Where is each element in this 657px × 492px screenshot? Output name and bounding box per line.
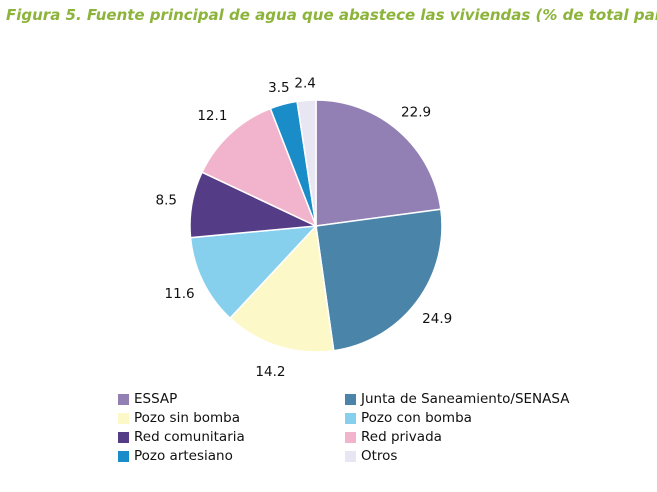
data-label-4: 8.5 [156,193,177,209]
legend-swatch [118,431,129,443]
data-label-1: 24.9 [422,311,452,327]
legend-item: ESSAP [118,391,177,407]
legend-swatch [345,431,356,443]
pie-slice-0 [315,99,442,227]
legend-swatch [345,393,356,405]
legend-item: Pozo con bomba [345,410,472,426]
data-label-5: 12.1 [197,108,227,124]
legend-item: Red privada [345,429,442,445]
legend-label: Red comunitaria [134,429,245,445]
legend-swatch [345,412,356,424]
pie-slice-1 [315,208,443,352]
pie-slice-5 [201,107,318,228]
legend-swatch [118,393,129,405]
pie-slice-7 [296,99,317,227]
legend-label: Red privada [361,429,442,445]
pie-slice-2 [229,224,335,353]
pie-slice-3 [189,225,318,320]
legend-swatch [118,412,129,424]
legend-item: Pozo artesiano [118,448,233,464]
legend-label: ESSAP [134,391,178,407]
data-label-2: 14.2 [255,364,285,380]
legend-item: Otros [345,448,397,464]
legend-label: Otros [361,448,398,464]
legend-item: Pozo sin bomba [118,410,240,426]
legend-label: Pozo sin bomba [134,410,241,426]
data-label-0: 22.9 [401,105,431,121]
chart-title: Figura 5. Fuente principal de agua que a… [6,6,657,24]
legend-item: Junta de Saneamiento/SENASA [345,391,569,407]
data-label-3: 11.6 [165,286,195,302]
legend-label: Pozo con bomba [361,410,472,426]
legend-swatch [118,450,129,462]
legend-item: Red comunitaria [118,429,245,445]
data-label-7: 2.4 [294,75,315,91]
legend-label: Junta de Saneamiento/SENASA [361,391,570,407]
legend-label: Pozo artesiano [134,448,233,464]
legend-swatch [345,450,356,462]
data-label-6: 3.5 [268,80,289,96]
